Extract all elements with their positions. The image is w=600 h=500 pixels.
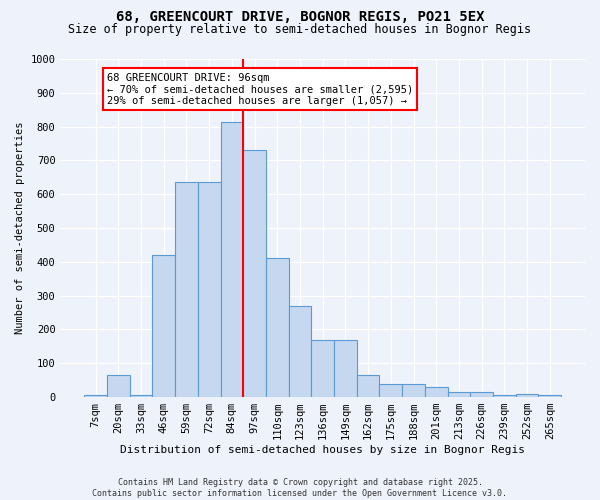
- Bar: [334, 340, 357, 397]
- Text: Contains HM Land Registry data © Crown copyright and database right 2025.
Contai: Contains HM Land Registry data © Crown c…: [92, 478, 508, 498]
- Bar: [448, 392, 470, 397]
- Bar: [107, 375, 130, 397]
- Text: Size of property relative to semi-detached houses in Bognor Regis: Size of property relative to semi-detach…: [68, 22, 532, 36]
- Bar: [243, 150, 266, 397]
- Bar: [493, 396, 516, 397]
- Bar: [470, 392, 493, 397]
- X-axis label: Distribution of semi-detached houses by size in Bognor Regis: Distribution of semi-detached houses by …: [120, 445, 525, 455]
- Bar: [198, 182, 221, 397]
- Bar: [402, 384, 425, 397]
- Bar: [152, 255, 175, 397]
- Bar: [311, 340, 334, 397]
- Bar: [84, 396, 107, 397]
- Bar: [266, 258, 289, 397]
- Bar: [538, 396, 561, 397]
- Bar: [379, 384, 402, 397]
- Text: 68 GREENCOURT DRIVE: 96sqm
← 70% of semi-detached houses are smaller (2,595)
29%: 68 GREENCOURT DRIVE: 96sqm ← 70% of semi…: [107, 72, 413, 106]
- Text: 68, GREENCOURT DRIVE, BOGNOR REGIS, PO21 5EX: 68, GREENCOURT DRIVE, BOGNOR REGIS, PO21…: [116, 10, 484, 24]
- Y-axis label: Number of semi-detached properties: Number of semi-detached properties: [15, 122, 25, 334]
- Bar: [289, 306, 311, 397]
- Bar: [425, 387, 448, 397]
- Bar: [221, 122, 243, 397]
- Bar: [516, 394, 538, 397]
- Bar: [175, 182, 198, 397]
- Bar: [130, 396, 152, 397]
- Bar: [357, 375, 379, 397]
